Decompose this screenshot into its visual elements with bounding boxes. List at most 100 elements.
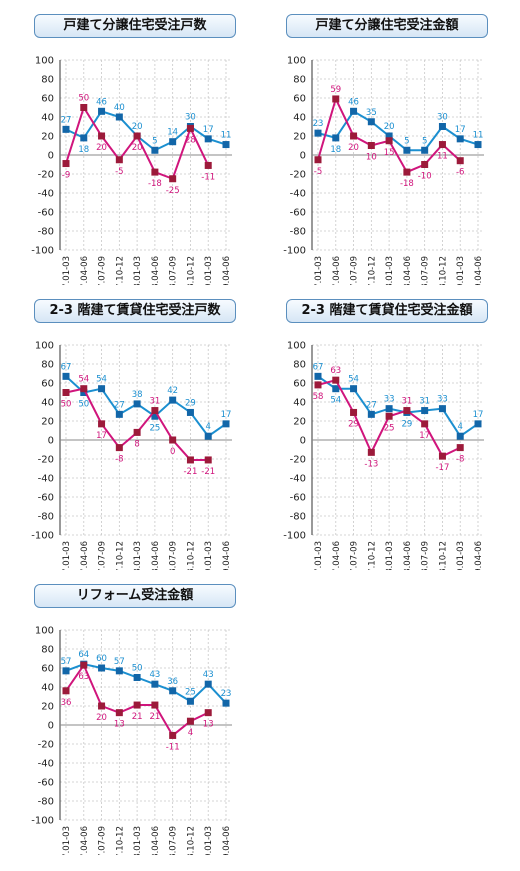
y-tick-label: -80 [290, 512, 306, 523]
data-label: 29 [185, 398, 196, 408]
x-tick-label: H27.04-06 [80, 256, 90, 285]
x-tick-label: H29.04-06 [222, 826, 232, 855]
x-tick-label: H27.04-06 [332, 256, 342, 285]
data-point [169, 396, 177, 404]
data-label: 0 [170, 447, 175, 457]
x-tick-label: H27.10-12 [367, 541, 377, 570]
x-tick-label: H27.10-12 [115, 256, 125, 285]
y-tick-label: 40 [41, 113, 54, 124]
y-tick-label: 60 [41, 664, 54, 675]
data-label: 63 [78, 672, 89, 682]
data-label: 27 [61, 115, 72, 125]
data-point [115, 156, 123, 164]
data-label: 5 [404, 136, 409, 146]
data-point [151, 146, 159, 154]
data-label: 21 [149, 712, 160, 722]
data-label: 15 [384, 148, 395, 158]
x-tick-label: H27.07-09 [98, 256, 108, 285]
chart-title: リフォーム受注金額 [34, 584, 236, 608]
data-label: 57 [114, 657, 125, 667]
data-point [80, 389, 88, 396]
y-tick-label: 80 [293, 75, 306, 86]
data-point [62, 687, 70, 695]
data-point [204, 680, 212, 688]
y-tick-label: -100 [31, 246, 54, 257]
data-point [438, 141, 446, 149]
data-label: 54 [96, 375, 107, 385]
chart-title: 戸建て分譲住宅受注金額 [286, 14, 488, 38]
x-tick-label: H27.10-12 [115, 541, 125, 570]
data-label: 43 [149, 670, 160, 680]
data-point [80, 385, 88, 393]
data-point [421, 420, 429, 428]
x-tick-label: H28.01-03 [133, 541, 143, 570]
data-point [222, 420, 230, 428]
data-point [204, 709, 212, 717]
y-tick-label: -100 [31, 816, 54, 827]
data-label: 50 [61, 400, 72, 410]
x-tick-label: H28.01-03 [385, 541, 395, 570]
data-label: 50 [78, 94, 89, 104]
y-tick-label: -80 [38, 227, 54, 238]
y-tick-label: 40 [293, 398, 306, 409]
data-point [62, 125, 70, 133]
data-label: 50 [78, 400, 89, 410]
chart-panel-4: 2-3 階建て賃貸住宅受注金額 100 80 60 40 20 0 -20 -40 -60 -80… [252, 285, 504, 570]
y-tick-label: 60 [293, 379, 306, 390]
y-tick-label: 60 [293, 94, 306, 105]
x-tick-label: H28.07-09 [169, 826, 179, 855]
series-line [317, 109, 479, 152]
data-label: 20 [96, 713, 107, 723]
x-tick-label: H29.04-06 [474, 256, 484, 285]
y-tick-label: -100 [283, 246, 306, 257]
data-label: 17 [419, 431, 430, 441]
data-point [98, 702, 106, 710]
x-tick-label: H28.04-06 [403, 256, 413, 285]
y-tick-label: 80 [41, 360, 54, 371]
chart-panel-1: 戸建て分譲住宅受注戸数 100 80 60 40 20 0 -20 -40 -60 -80 -100… [0, 0, 252, 285]
x-tick-label: H28.04-06 [403, 541, 413, 570]
data-label: 20 [132, 122, 143, 132]
data-label: 31 [401, 397, 412, 407]
y-tick-label: 0 [48, 721, 54, 732]
data-point [151, 407, 159, 415]
data-point [151, 412, 159, 420]
series-line [65, 663, 227, 704]
chart-title: 2-3 階建て賃貸住宅受注金額 [286, 299, 488, 323]
y-tick-label: -20 [38, 170, 54, 181]
data-label: 29 [401, 419, 412, 429]
y-tick-label: -60 [38, 493, 54, 504]
data-point [421, 146, 429, 154]
data-label: 67 [313, 362, 324, 372]
data-label: 25 [185, 687, 196, 697]
data-point [314, 372, 322, 380]
y-tick-label: -60 [38, 208, 54, 219]
data-point [474, 420, 482, 428]
data-label: 33 [437, 395, 448, 405]
x-tick-label: H29.01-03 [204, 256, 214, 285]
data-label: 23 [313, 119, 324, 129]
y-tick-label: 100 [287, 341, 306, 352]
data-point [204, 135, 212, 143]
x-tick-label: H27.04-06 [80, 826, 90, 855]
x-tick-label: H27.04-06 [80, 541, 90, 570]
data-label: 4 [206, 422, 211, 432]
data-label: -17 [435, 463, 449, 473]
data-label: 64 [78, 650, 89, 660]
data-label: 31 [419, 397, 430, 407]
data-point [456, 135, 464, 143]
data-point [456, 432, 464, 440]
data-label: -5 [314, 167, 322, 177]
data-label: 33 [384, 395, 395, 405]
data-label: 21 [132, 712, 143, 722]
data-label: 17 [455, 125, 466, 135]
data-label: -21 [183, 467, 197, 477]
data-label: 57 [61, 657, 72, 667]
x-tick-label: H29.01-03 [204, 826, 214, 855]
data-label: 17 [221, 410, 232, 420]
data-label: 28 [185, 135, 196, 145]
x-tick-label: H27.01-03 [62, 256, 72, 285]
data-label: 11 [473, 131, 484, 141]
